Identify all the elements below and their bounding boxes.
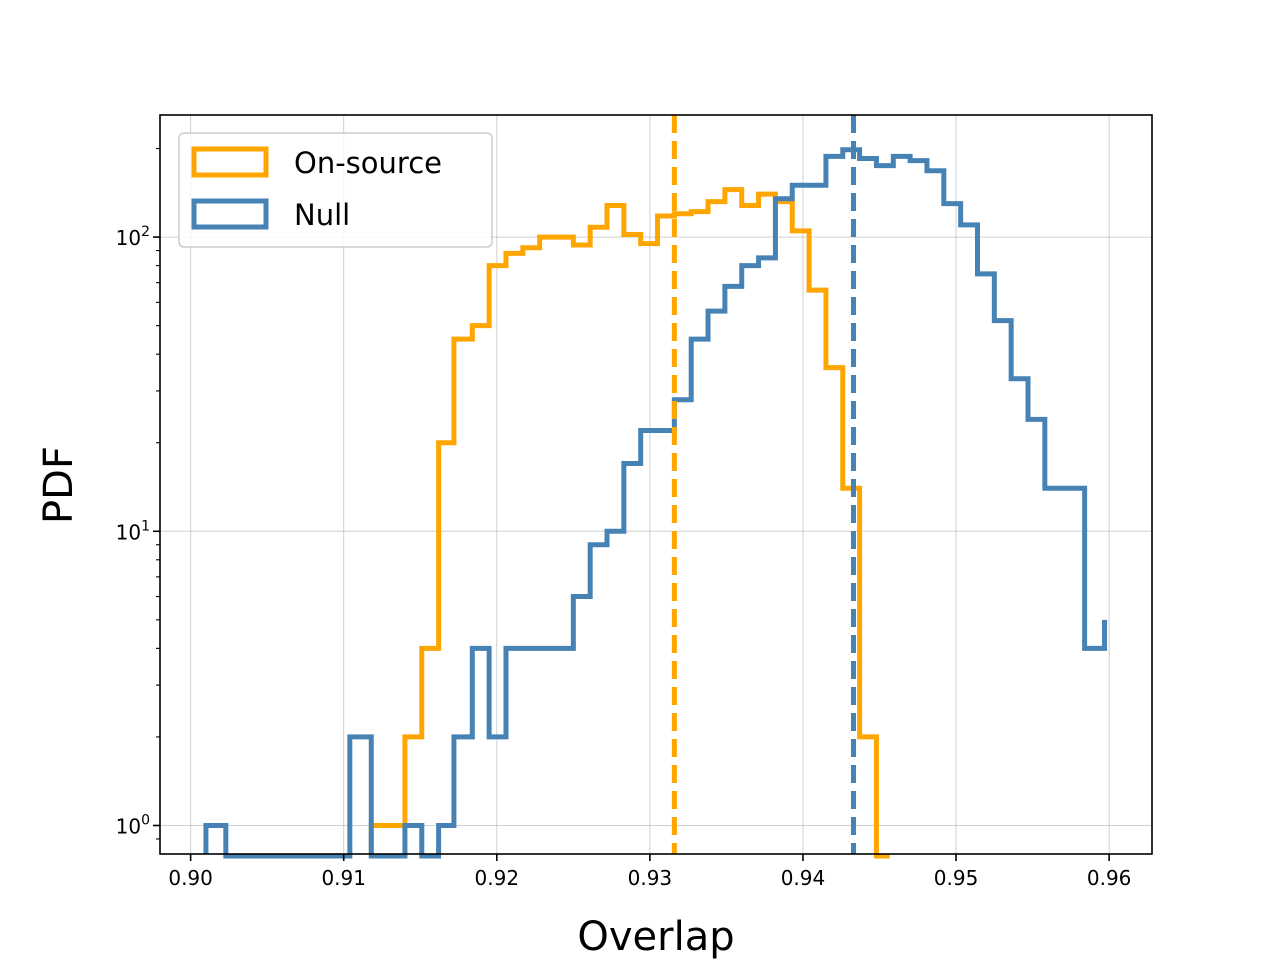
x-tick-label: 0.92 [475,866,520,890]
legend-label-on-source: On-source [294,146,442,180]
histogram-null [203,147,1108,859]
x-tick-label: 0.90 [168,866,213,890]
legend-swatch-null [191,198,269,230]
legend: On-source Null [178,132,493,248]
y-axis-title: PDF [36,446,82,524]
y-tick-label: 100 [116,812,150,838]
x-tick-label: 0.94 [781,866,826,890]
legend-box [178,132,493,248]
x-tick-label: 0.93 [628,866,673,890]
plot-frame [159,114,1153,855]
histogram-series [203,147,1108,859]
x-axis: 0.90 0.91 0.92 0.93 0.94 0.95 0.96 [168,854,1131,890]
median-lines [671,115,856,854]
y-axis: 100 101 102 [116,147,160,840]
legend-swatch-on-source [191,146,269,178]
x-tick-label: 0.91 [321,866,366,890]
x-tick-label: 0.96 [1087,866,1132,890]
y-tick-label: 102 [116,224,150,250]
x-axis-title: Overlap [577,914,734,960]
y-tick-label: 101 [116,518,150,544]
x-tick-label: 0.95 [934,866,979,890]
histogram-on-source [368,187,890,859]
legend-label-null: Null [294,198,350,232]
